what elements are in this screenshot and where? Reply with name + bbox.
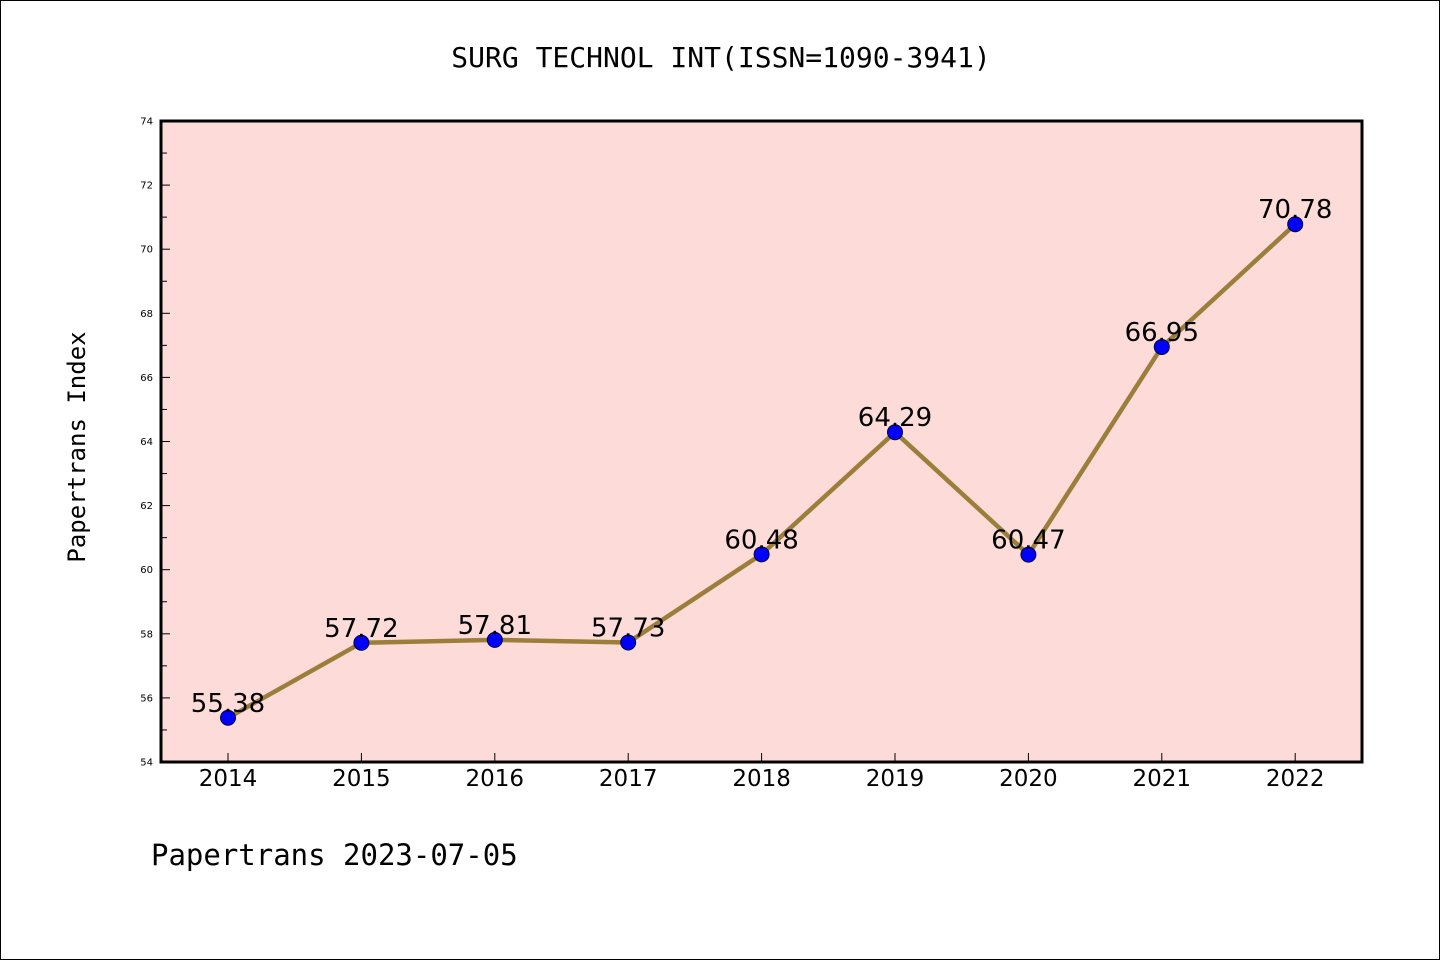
plot-area bbox=[159, 119, 1364, 764]
data-label: 57.81 bbox=[458, 611, 532, 641]
data-label: 60.48 bbox=[724, 525, 798, 555]
y-tick-label: 60 bbox=[140, 565, 153, 576]
y-tick-label: 72 bbox=[140, 181, 153, 192]
x-tick-label: 2019 bbox=[866, 766, 925, 792]
data-label: 66.95 bbox=[1125, 318, 1199, 348]
y-axis-label: Papertrans Index bbox=[63, 331, 91, 562]
x-tick-label: 2017 bbox=[599, 766, 658, 792]
y-tick-label: 56 bbox=[140, 693, 153, 704]
data-label: 55.38 bbox=[191, 689, 265, 719]
data-label: 57.72 bbox=[324, 614, 398, 644]
data-point bbox=[486, 631, 503, 648]
x-tick-label: 2020 bbox=[999, 766, 1058, 792]
y-tick-label: 66 bbox=[140, 373, 153, 384]
y-tick-label: 70 bbox=[140, 245, 153, 256]
x-tick-label: 2021 bbox=[1133, 766, 1192, 792]
x-tick-label: 2016 bbox=[466, 766, 525, 792]
footer-text: Papertrans 2023-07-05 bbox=[151, 838, 518, 872]
x-axis: 2014 2015 2016 2017 2018 2019 2020 2021 2022 bbox=[199, 753, 1325, 792]
x-tick-label: 2014 bbox=[199, 766, 258, 792]
data-point bbox=[887, 424, 903, 441]
x-tick-label: 2018 bbox=[732, 766, 791, 792]
data-label: 70.78 bbox=[1258, 195, 1332, 225]
y-tick-label: 68 bbox=[140, 309, 153, 320]
x-tick-label: 2022 bbox=[1266, 766, 1325, 792]
chart-title: SURG TECHNOL INT(ISSN=1090-3941) bbox=[451, 41, 990, 74]
y-tick-label: 58 bbox=[140, 629, 153, 640]
y-tick-label: 62 bbox=[140, 501, 153, 512]
data-label: 57.73 bbox=[591, 613, 665, 643]
data-point bbox=[620, 634, 637, 651]
data-point bbox=[753, 546, 770, 563]
series-group bbox=[220, 216, 1304, 726]
y-tick-label: 54 bbox=[140, 758, 153, 769]
data-point bbox=[1287, 216, 1304, 233]
data-label: 60.47 bbox=[991, 526, 1065, 556]
y-tick-label: 74 bbox=[140, 117, 153, 128]
y-tick-label: 64 bbox=[140, 437, 153, 448]
x-tick-label: 2015 bbox=[332, 766, 391, 792]
y-axis: 54 56 58 60 62 64 66 68 70 72 74 bbox=[140, 117, 170, 769]
data-label: 64.29 bbox=[858, 403, 932, 433]
data-point bbox=[1153, 338, 1170, 355]
data-point bbox=[1020, 546, 1037, 563]
data-point bbox=[353, 634, 370, 651]
data-point bbox=[220, 709, 236, 726]
data-label-group: 55.38 57.72 57.81 57.73 60.48 64.29 60.47 66.95… bbox=[191, 195, 1333, 719]
